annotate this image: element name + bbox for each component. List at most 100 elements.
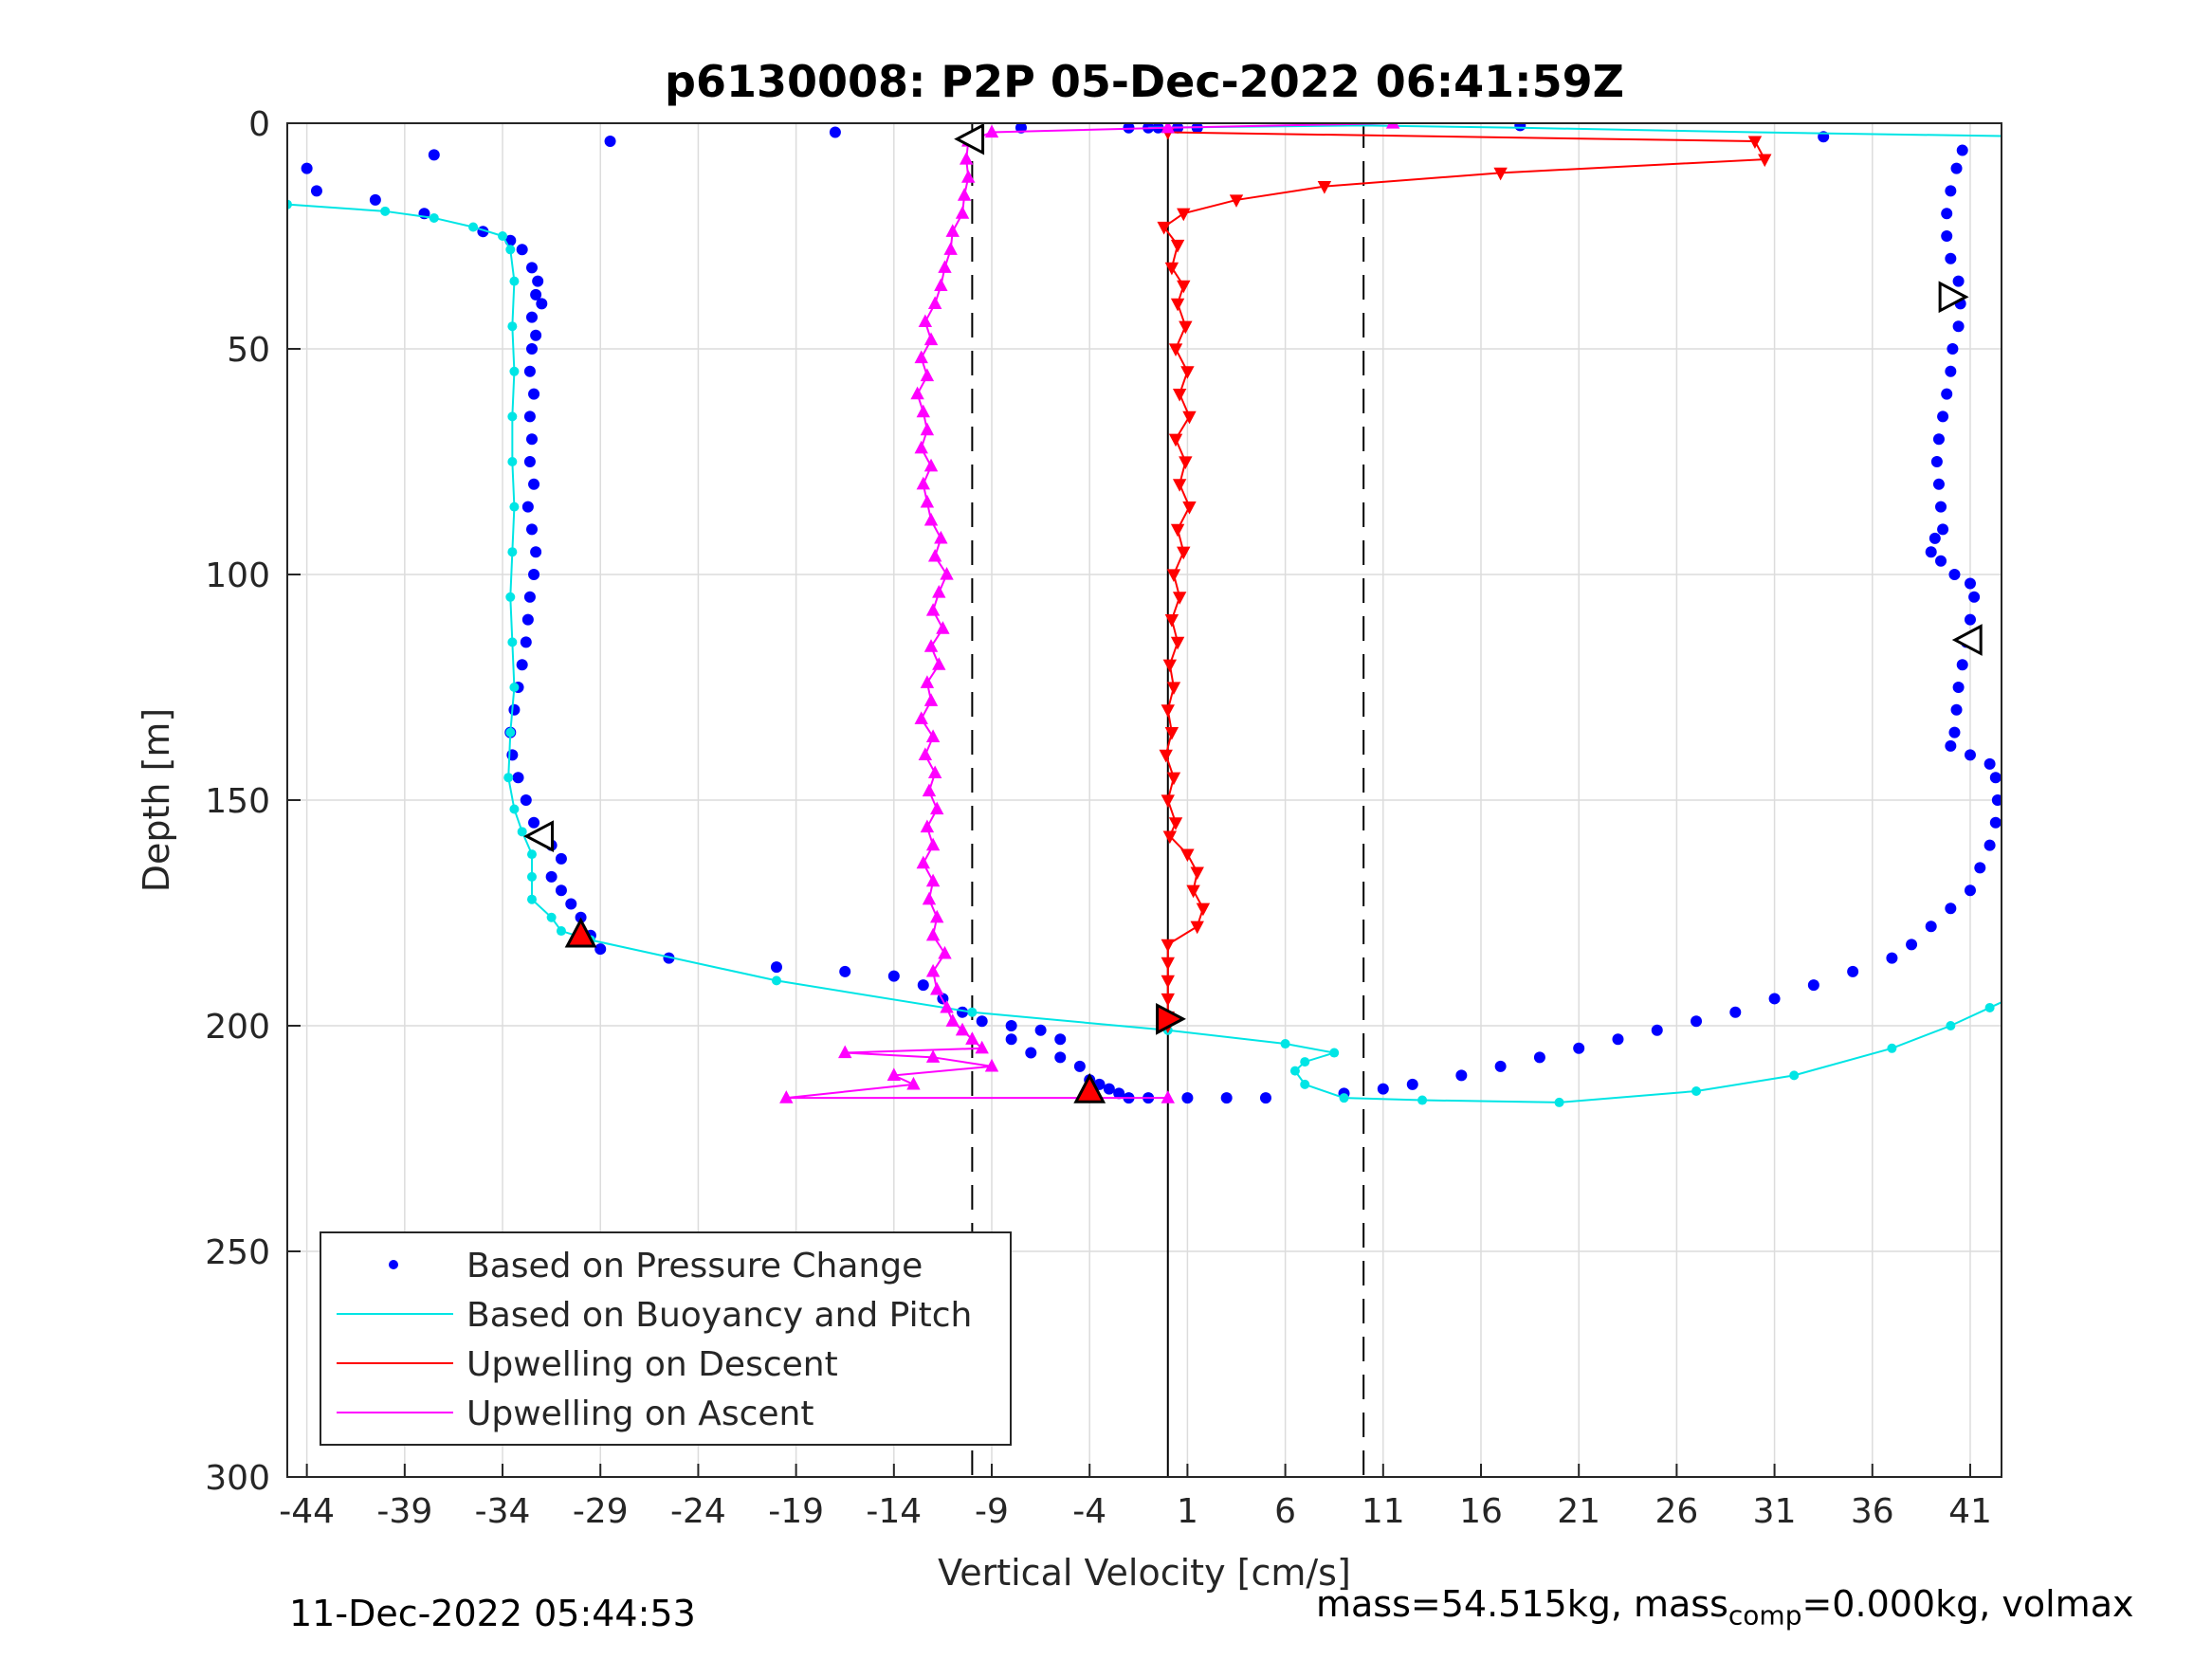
pressure-point [516,659,528,671]
ascent-point [930,801,944,815]
ascent-point [923,639,939,652]
pressure-point [1964,884,1976,897]
pressure-point [1983,839,1996,851]
legend-label: Based on Pressure Change [466,1247,923,1285]
pressure-point [1514,123,1526,132]
ascent-point [957,188,972,201]
buoyancy-point [287,199,292,210]
ascent-point [920,494,935,508]
pressure-point [887,970,900,982]
pressure-point [1191,123,1203,134]
buoyancy-point [2044,975,2054,985]
descent-point [1229,194,1244,208]
buoyancy-point [526,871,537,882]
ascent-point [906,1076,921,1090]
x-tick-label: -29 [573,1492,629,1531]
buoyancy-point [507,547,518,557]
series-line [1162,131,1766,1026]
pressure-point [1932,478,1945,490]
pressure-point [508,703,521,716]
pressure-point [555,884,567,897]
pressure-point [516,244,528,256]
pressure-point [1950,703,1963,716]
x-axis-label: Vertical Velocity [cm/s] [938,1552,1351,1594]
legend-box [320,1231,1012,1446]
buoyancy-point [1887,1043,1897,1053]
pressure-point [1651,1024,1663,1036]
descent-point [1161,957,1175,971]
ascent-point [965,1031,979,1045]
buoyancy-point [468,222,479,232]
ascent-point [925,837,941,851]
pressure-point [1948,726,1961,738]
ascent-point [923,512,939,526]
ascent-point [961,170,976,183]
x-tick-label: 16 [1459,1492,1503,1531]
mass-text-1: mass=54.515kg, mass [1316,1583,1728,1625]
pressure-point [917,979,929,992]
pressure-point [1950,162,1963,174]
ascent-point [925,963,941,977]
legend-swatch [389,1260,398,1269]
descent-point [1166,772,1181,786]
descent-point [1170,636,1185,650]
buoyancy-point [507,321,518,332]
buoyancy-point [507,411,518,422]
ascent-point [887,1067,902,1081]
pressure-point [428,149,440,161]
ascent-point [925,603,941,616]
pressure-point [1691,1015,1703,1028]
ascent-point [1161,1090,1175,1103]
buoyancy-point [1289,1066,1300,1076]
descent-point [1164,262,1179,276]
pressure-point [1054,1051,1067,1064]
ascent-point [943,242,958,255]
x-tick-label: -4 [1072,1492,1106,1531]
buoyancy-point [505,727,516,738]
descent-point [1182,501,1197,515]
pressure-point [1941,208,1953,220]
pressure-point [1533,1051,1545,1064]
buoyancy-point [967,1007,978,1017]
legend: Based on Pressure Change Based on Buoyanc… [320,1231,1012,1446]
open-triangle-left-1 [954,123,985,155]
x-tick-label: -24 [670,1492,726,1531]
ascent-point [922,891,937,905]
y-tick-label: 250 [205,1233,270,1272]
buoyancy-point [1554,1097,1564,1107]
buoyancy-point [505,245,516,255]
series [287,123,2054,1107]
markers [523,123,1983,1103]
pressure-point [1073,1060,1086,1072]
pressure-point [1113,1087,1125,1100]
ascent-point [927,765,942,779]
buoyancy-point [1339,1093,1349,1103]
pressure-point [1956,659,1968,671]
pressure-point [523,410,536,423]
ascent-point [945,1013,960,1027]
pressure-point [604,136,616,148]
ascent-point [916,855,930,869]
descent-point [1747,136,1763,150]
descent-point [1161,704,1175,718]
pressure-point [1886,952,1898,964]
descent-point [1179,320,1193,335]
pressure-point [1964,749,1976,761]
pressure-point [594,943,607,956]
x-tick-label: 31 [1753,1492,1797,1531]
buoyancy-point [505,592,516,602]
descent-point [1177,280,1191,294]
pressure-point [530,546,542,558]
buoyancy-point [526,894,537,904]
ascent-point [945,224,960,237]
descent-point [1168,343,1183,356]
pressure-point [555,852,567,865]
ascent-point [918,314,933,328]
pressure-point [1935,555,1947,567]
y-tick-label: 300 [205,1459,270,1498]
descent-point [1162,830,1178,845]
y-tick-label: 150 [205,782,270,821]
buoyancy-point [507,637,518,647]
pressure-point [310,185,322,197]
pressure-point [520,794,532,806]
